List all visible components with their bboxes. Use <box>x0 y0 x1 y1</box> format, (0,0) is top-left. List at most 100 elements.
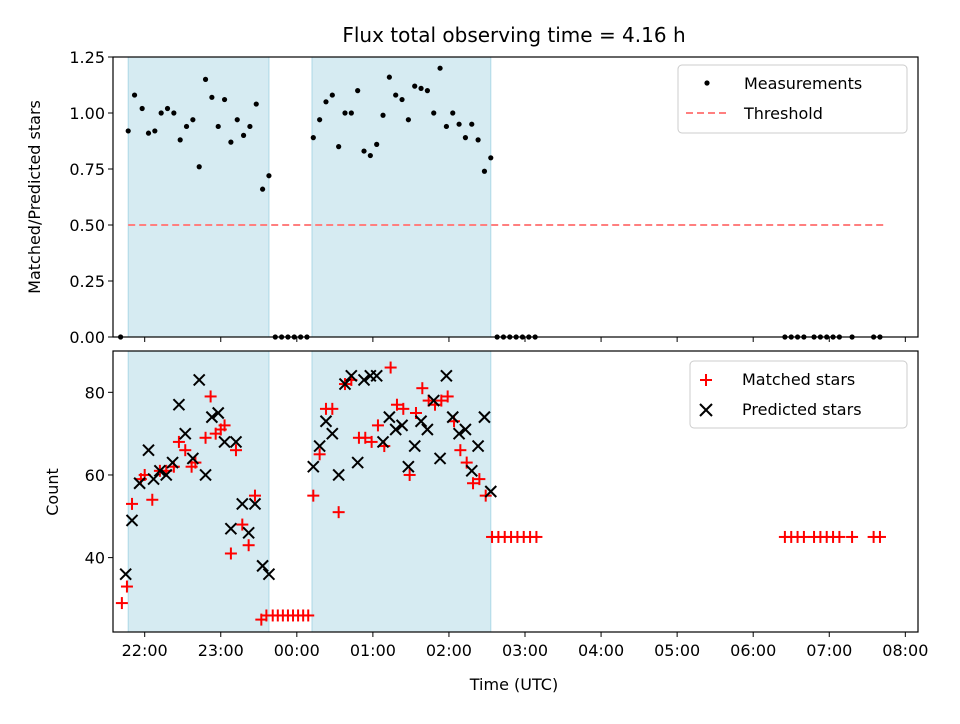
matched-point <box>416 382 429 395</box>
predicted-mark-b <box>427 394 440 407</box>
predicted-point <box>357 373 371 387</box>
predicted-mark-b <box>395 419 409 432</box>
matched-point <box>833 530 846 543</box>
measurement-point <box>488 155 494 161</box>
predicted-point <box>313 439 326 453</box>
x-axis-label: Time (UTC) <box>469 675 558 694</box>
matched-point <box>126 497 139 510</box>
matched-point <box>873 530 886 543</box>
predicted-mark-b <box>262 567 276 581</box>
predicted-point <box>212 406 225 420</box>
y-tick-label: 0.50 <box>69 216 105 235</box>
legend-matched-marker <box>700 374 712 386</box>
top-legend-box <box>677 64 908 134</box>
predicted-mark-b <box>452 427 466 440</box>
matched-point <box>846 530 859 543</box>
matched-point <box>403 468 416 481</box>
matched-point <box>189 456 202 469</box>
measurement-point <box>399 96 405 103</box>
measurement-point <box>152 128 158 134</box>
measurement-point <box>323 99 329 105</box>
legend-predicted-marker <box>699 403 713 417</box>
observing-interval <box>127 350 270 633</box>
predicted-point <box>440 369 453 383</box>
measurement-point <box>456 121 462 127</box>
measurement-point <box>405 117 411 123</box>
matched-point <box>332 506 345 519</box>
predicted-point <box>427 394 440 407</box>
predicted-mark-b <box>205 410 219 424</box>
measurement-point <box>380 112 386 118</box>
measurement-point <box>412 83 418 89</box>
predicted-mark-b <box>402 460 415 473</box>
predicted-point <box>376 435 390 449</box>
predicted-mark-b <box>326 427 339 440</box>
predicted-point <box>179 427 192 440</box>
predicted-mark-b <box>459 423 472 436</box>
matched-point <box>199 431 212 444</box>
top-panel: 0.00 0.25 0.50 0.75 1.00 1.25 Matched/Predict… <box>25 48 919 347</box>
matched-point <box>313 448 326 461</box>
predicted-point <box>421 423 434 436</box>
predicted-mark-b <box>446 410 459 424</box>
predicted-point <box>389 423 402 436</box>
matched-point <box>467 477 480 490</box>
measurement-point <box>443 123 450 130</box>
measurement-point <box>386 74 392 80</box>
predicted-mark-b <box>242 526 255 540</box>
predicted-point <box>224 522 238 535</box>
predicted-point <box>446 410 459 424</box>
measurement-point <box>221 96 228 103</box>
measurement-point <box>336 144 342 150</box>
x-tick-label: 22:00 <box>122 641 168 660</box>
legend-measurements-marker <box>704 80 710 86</box>
x-tick-label: 23:00 <box>198 641 244 660</box>
predicted-point <box>192 373 206 387</box>
predicted-mark-b <box>307 460 320 473</box>
x-tick-label: 08:00 <box>882 641 928 660</box>
matched-point <box>302 609 315 622</box>
top-legend: Measurements Threshold <box>677 64 908 134</box>
matched-point <box>218 419 231 432</box>
measurement-point <box>196 164 202 170</box>
matched-point <box>371 419 384 432</box>
legend-measurements-label: Measurements <box>744 74 862 93</box>
observing-interval <box>311 350 492 633</box>
measurement-point <box>259 186 266 192</box>
predicted-point <box>147 472 160 486</box>
predicted-mark-b <box>414 415 428 428</box>
predicted-point <box>345 369 358 383</box>
measurement-point <box>329 92 335 98</box>
y-tick-label: 0.25 <box>69 272 105 291</box>
measurement-point <box>393 92 399 98</box>
matched-point <box>307 489 320 502</box>
x-tick-label: 02:00 <box>426 641 472 660</box>
predicted-mark-b <box>408 439 421 453</box>
measurement-point <box>361 148 367 154</box>
predicted-mark-b <box>224 522 238 535</box>
predicted-point <box>478 410 491 424</box>
measurement-point <box>450 110 456 116</box>
predicted-mark-b <box>345 369 358 383</box>
legend-predicted-label: Predicted stars <box>742 400 862 419</box>
matched-point <box>397 402 410 415</box>
predicted-mark-b <box>319 415 333 428</box>
matched-point <box>248 489 261 502</box>
top-x-ticks <box>144 337 906 342</box>
matched-point <box>172 435 185 448</box>
predicted-point <box>160 468 173 482</box>
matched-point <box>454 444 467 457</box>
y-tick-label: 40 <box>85 549 105 568</box>
predicted-mark-b <box>478 410 491 424</box>
predicted-point <box>262 567 276 581</box>
measurement-point <box>437 65 443 71</box>
measurement-point <box>247 123 253 130</box>
y-tick-label: 80 <box>85 383 105 402</box>
predicted-mark-b <box>192 373 206 387</box>
measurement-point <box>158 110 164 116</box>
matched-point <box>441 390 454 403</box>
predicted-point <box>465 464 478 478</box>
measurement-point <box>139 105 145 112</box>
predicted-point <box>218 435 231 449</box>
